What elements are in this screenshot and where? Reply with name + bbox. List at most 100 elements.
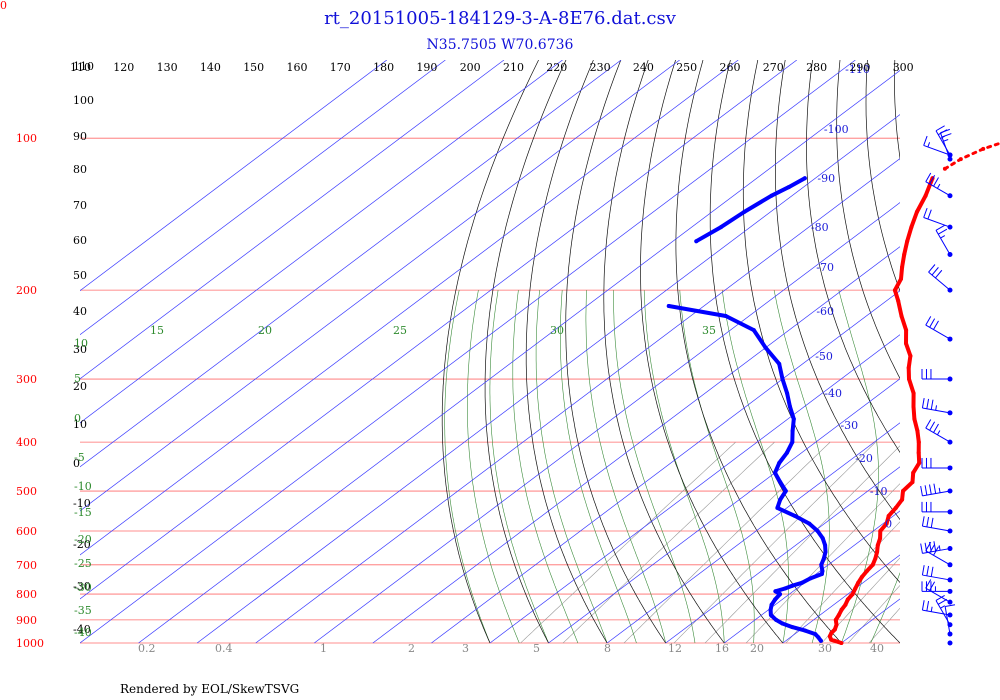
isotherm-label: -80 [811, 221, 829, 234]
moist-adiabat-40 [959, 290, 1000, 643]
wind-barb [928, 264, 953, 293]
isotherm--70 [314, 202, 900, 644]
wind-barb-flag [928, 264, 936, 273]
wind-barb-flag [929, 484, 932, 495]
trace-point [823, 543, 828, 548]
isobar-label-300: 300 [16, 373, 37, 386]
wind-barb [921, 398, 953, 416]
top-tick-label: 110 [70, 61, 91, 74]
trace-point [790, 583, 795, 588]
wind-barb-staff [925, 324, 951, 340]
wind-barb-flag [930, 399, 934, 410]
trace-point [908, 353, 913, 358]
trace-point [836, 613, 841, 617]
trace-point [780, 377, 785, 381]
isobar-label-500: 500 [16, 485, 37, 498]
isotherm-40 [959, 60, 1000, 643]
trace-point [778, 497, 783, 502]
trace-point [911, 404, 916, 409]
trace-point [899, 276, 903, 281]
trace-point [783, 586, 787, 591]
wind-barb-flag [926, 600, 930, 611]
moist-adiabat-label: 15 [150, 324, 164, 337]
isotherm--180 [80, 60, 446, 336]
trace-point [774, 617, 779, 622]
trace-point [790, 428, 795, 433]
trace-point [916, 450, 921, 455]
dry-adiabat-label: 20 [73, 380, 87, 393]
trace-point [878, 536, 883, 541]
wind-barb-staff [922, 574, 951, 581]
trace-point [958, 157, 963, 162]
wind-barb-flag [931, 267, 939, 276]
mixing-ratio-line-12 [821, 557, 900, 644]
trace-point [942, 166, 947, 171]
trace-point [905, 239, 910, 244]
trace-point [884, 521, 889, 526]
wind-barb-flag [921, 565, 925, 576]
moist-adiabat-label: 35 [702, 324, 716, 337]
trace-point [802, 176, 807, 181]
trace-point [904, 341, 908, 346]
wind-barb-flag [925, 419, 932, 429]
trace-point [900, 497, 905, 502]
top-tick-label: 180 [373, 61, 394, 74]
wind-barb-flag [935, 269, 943, 279]
moist-adiabat-label: -10 [74, 480, 92, 493]
wind-barb-flag [921, 516, 925, 527]
wind-barb-flag [935, 595, 945, 601]
moist-adiabat-label: -20 [74, 533, 92, 546]
isobar-label-100: 100 [16, 132, 37, 145]
wind-barb-staff [922, 548, 951, 554]
isotherm--170 [80, 60, 505, 380]
wind-barb [925, 316, 953, 342]
wind-barb-flag [937, 228, 948, 235]
wind-barb-flag [921, 600, 925, 611]
top-tick-label: 300 [893, 61, 914, 74]
wind-barb-flag [929, 541, 932, 552]
top-tick-label: 130 [157, 61, 178, 74]
moist-adiabat-label: 25 [393, 324, 407, 337]
chart-subtitle: N35.7505 W70.6736 [426, 37, 574, 53]
dry-adiabat-label: 0 [73, 457, 80, 470]
trace-point [694, 239, 699, 244]
isobar-label-900: 900 [16, 614, 37, 627]
mixing-ratio-lines [520, 441, 900, 644]
wind-barb-flag [923, 135, 928, 146]
wind-barb-staff [922, 407, 951, 414]
dry-adiabat-60 [806, 60, 900, 453]
moist-adiabat-label: 10 [74, 337, 88, 350]
mixing-ratio-label: 16 [715, 642, 729, 655]
trace-point [856, 580, 861, 585]
isotherm-label: -20 [855, 452, 873, 465]
dry-adiabat-label: 90 [73, 130, 87, 143]
wind-barb-flag [933, 423, 939, 433]
dry-adiabat-50 [775, 60, 900, 521]
wind-barb-staff [935, 130, 951, 156]
trace-point [773, 589, 778, 594]
wind-barb-half-flag [927, 142, 931, 148]
moist-adiabat-15 [773, 290, 830, 644]
trace-point [763, 345, 768, 350]
moist-adiabat-label: -40 [74, 626, 92, 639]
mixing-ratio-line-0.4 [562, 441, 775, 644]
trace-point [875, 543, 880, 548]
trace-point [843, 602, 848, 607]
wind-barb [920, 483, 953, 497]
isotherm--10 [665, 466, 900, 644]
dry-adiabat--20 [525, 60, 608, 644]
moist-adiabat-label: -35 [74, 604, 92, 617]
isotherm-label: -60 [816, 305, 834, 318]
moist-adiabat-10 [722, 290, 789, 644]
trace-point [833, 617, 838, 622]
wind-barb-half-flag [935, 405, 938, 411]
trace-point [790, 440, 795, 445]
trace-point [864, 569, 869, 573]
trace-point [819, 562, 824, 567]
wind-barb-flag [933, 320, 939, 330]
trace-point [904, 328, 909, 333]
isotherm--60 [372, 246, 900, 644]
trace-point [829, 637, 834, 642]
wind-barb-half-flag [940, 135, 946, 139]
isotherm-label: -10 [870, 485, 888, 498]
